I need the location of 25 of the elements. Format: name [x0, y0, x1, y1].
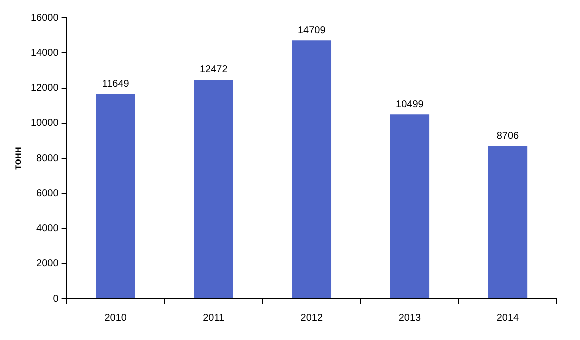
y-tick-label: 4000 [36, 224, 60, 234]
bar [488, 146, 528, 298]
bar [390, 114, 430, 298]
x-tick-label: 2013 [398, 312, 422, 324]
x-tick-label: 2010 [104, 312, 128, 324]
data-label: 11649 [102, 79, 130, 90]
bar [194, 80, 234, 298]
y-tick-label: 0 [53, 294, 60, 305]
y-tick-label: 12000 [30, 83, 60, 94]
data-label: 10499 [396, 99, 424, 110]
x-tick-label: 2014 [496, 312, 520, 324]
y-tick-label: 10000 [30, 118, 60, 130]
y-tick-label: 16000 [30, 12, 60, 24]
bar [292, 40, 332, 298]
y-tick-label: 8000 [36, 153, 60, 164]
y-tick-label: 2000 [36, 258, 60, 270]
y-tick-label: 14000 [30, 48, 60, 59]
y-tick-label: 6000 [36, 188, 60, 200]
x-tick-label: 2011 [203, 312, 226, 324]
data-label: 12472 [200, 64, 228, 76]
y-axis-title: тонн [12, 147, 24, 170]
data-label: 8706 [496, 130, 520, 142]
data-label: 14709 [298, 25, 326, 36]
bar [96, 94, 136, 298]
x-tick-label: 2012 [300, 312, 324, 324]
